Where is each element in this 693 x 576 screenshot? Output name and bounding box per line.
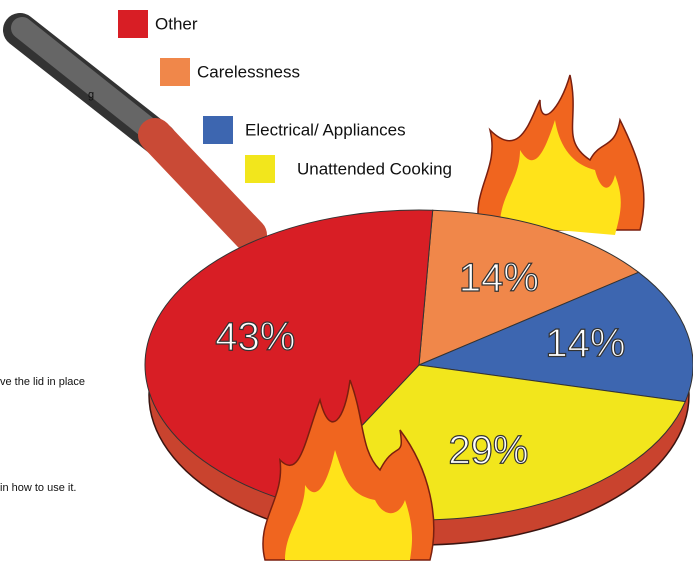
legend-swatch (160, 58, 190, 86)
pan-handle (22, 28, 158, 136)
annotation: ve the lid in place (0, 376, 85, 388)
chart: 14%14% 29% 43% Other Carelessness Electrical… (0, 0, 693, 576)
annotation: g (88, 89, 94, 101)
value-label: 14% (459, 256, 539, 300)
legend-label: Carelessness (197, 62, 300, 81)
value-label: 29% (448, 428, 528, 472)
legend-label: Unattended Cooking (297, 159, 452, 178)
legend-swatch (245, 155, 275, 183)
annotation: in how to use it. (0, 482, 76, 494)
value-label: 14% (545, 321, 625, 365)
value-label: 43% (215, 315, 295, 359)
legend-label: Other (155, 14, 198, 33)
legend-label: Electrical/ Appliances (245, 120, 406, 139)
legend-swatch (203, 116, 233, 144)
legend-swatch (118, 10, 148, 38)
pan-handle (155, 135, 250, 235)
